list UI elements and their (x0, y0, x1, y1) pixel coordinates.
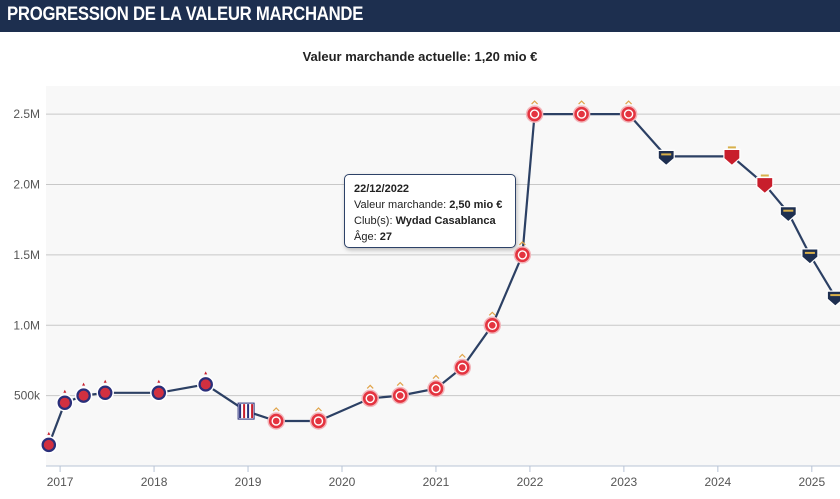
data-point[interactable] (513, 241, 532, 264)
data-point[interactable] (56, 389, 74, 412)
x-tick-label: 2019 (235, 475, 262, 489)
data-point[interactable] (826, 290, 840, 307)
data-point[interactable] (756, 174, 774, 195)
y-tick-label: 2.5M (13, 107, 40, 121)
tooltip-club-row: Club(s): Wydad Casablanca (354, 215, 496, 227)
section-header: PROGRESSION DE LA VALEUR MARCHANDE (0, 0, 840, 32)
x-tick-label: 2017 (47, 475, 74, 489)
data-point[interactable] (74, 382, 93, 405)
data-point[interactable] (572, 100, 591, 123)
data-point[interactable] (453, 353, 472, 377)
data-point[interactable] (779, 206, 797, 223)
current-value-label: Valeur marchande actuelle: (302, 49, 471, 64)
x-tick-label: 2025 (798, 475, 825, 489)
current-value: 1,20 mio € (474, 49, 538, 64)
y-tick-label: 1.0M (13, 318, 40, 332)
data-tooltip: 22/12/2022 Valeur marchande: 2,50 mio € … (344, 174, 516, 248)
section-title: PROGRESSION DE LA VALEUR MARCHANDE (7, 4, 364, 25)
y-tick-label: 500k (14, 389, 41, 403)
data-point[interactable] (361, 384, 379, 408)
x-tick-label: 2022 (517, 475, 544, 489)
data-point[interactable] (150, 379, 168, 402)
data-point[interactable] (801, 248, 819, 265)
data-point[interactable] (619, 100, 638, 123)
data-point[interactable] (483, 311, 502, 335)
data-point[interactable] (723, 146, 741, 167)
data-point[interactable] (96, 379, 114, 402)
tooltip-value-row: Valeur marchande: 2,50 mio € (354, 199, 503, 211)
tooltip-date: 22/12/2022 (354, 183, 410, 195)
plot-area (46, 86, 840, 466)
x-tick-label: 2018 (141, 475, 168, 489)
current-value-line: Valeur marchande actuelle: 1,20 mio € (0, 49, 840, 64)
data-point[interactable] (40, 431, 58, 454)
data-point[interactable] (196, 371, 215, 394)
data-point[interactable] (391, 381, 409, 405)
tooltip-age-row: Âge: 27 (354, 231, 392, 243)
data-point[interactable] (525, 100, 544, 123)
data-point[interactable] (657, 149, 675, 167)
y-tick-label: 2.0M (13, 178, 40, 192)
data-point[interactable] (267, 407, 285, 430)
y-tick-label: 1.5M (13, 248, 40, 262)
data-point[interactable] (237, 402, 255, 420)
x-tick-label: 2024 (704, 475, 731, 489)
x-tick-label: 2020 (329, 475, 356, 489)
data-point[interactable] (309, 407, 328, 430)
x-tick-label: 2021 (423, 475, 450, 489)
data-point[interactable] (427, 374, 445, 398)
x-tick-label: 2023 (611, 475, 638, 489)
